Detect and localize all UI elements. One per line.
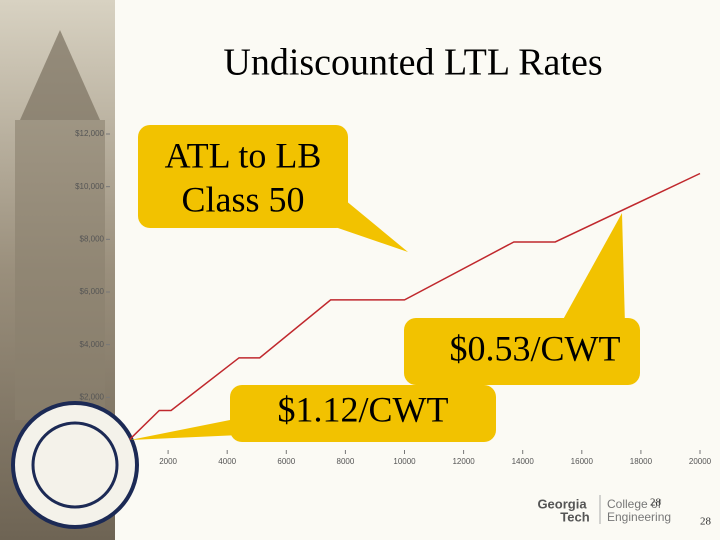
building-roof	[20, 30, 100, 120]
x-tick-label: 16000	[571, 457, 594, 466]
logo-text: Tech	[560, 509, 589, 524]
y-tick-label: $8,000	[80, 234, 105, 243]
seal-inner	[31, 421, 119, 509]
callout-box	[138, 125, 348, 228]
plot: $2,000 $4,000 $6,000 $8,000 $10,000 $12,000 20…	[75, 129, 712, 466]
callout-text: $0.53/CWT	[450, 328, 621, 368]
x-tick-label: 14000	[512, 457, 535, 466]
logo-text: Georgia	[537, 496, 587, 511]
footer-logo: Georgia Tech College of Engineering 28 2…	[537, 495, 712, 528]
callout-text: ATL to LB	[165, 135, 322, 175]
x-tick-label: 8000	[337, 457, 355, 466]
y-tick-label: $12,000	[75, 129, 104, 138]
x-tick-label: 2000	[159, 457, 177, 466]
seal	[11, 401, 139, 529]
x-tick-label: 6000	[277, 457, 295, 466]
y-tick-label: $2,000	[80, 392, 105, 401]
slide-title: Undiscounted LTL Rates	[223, 42, 602, 84]
callout-text: $1.12/CWT	[278, 389, 449, 429]
data-line	[129, 172, 701, 441]
logo-text: College of	[607, 497, 662, 511]
callouts: ATL to LB Class 50 $0.53/CWT $1.12/CWT	[130, 125, 640, 442]
x-tick-label: 12000	[452, 457, 475, 466]
y-tick-label: $4,000	[80, 340, 105, 349]
x-tick-label: 18000	[630, 457, 653, 466]
page-number: 28	[700, 516, 712, 528]
x-tick-label: 4000	[218, 457, 236, 466]
y-tick-label: $10,000	[75, 182, 104, 191]
x-tick-label: 10000	[393, 457, 416, 466]
x-tick-label: 20000	[689, 457, 712, 466]
logo-text: Engineering	[607, 510, 671, 524]
y-tick-label: $6,000	[80, 287, 105, 296]
callout-box	[230, 385, 496, 442]
page-number: 28	[650, 497, 662, 509]
building-tower	[15, 120, 105, 420]
callout-pointer	[560, 213, 625, 325]
callout-pointer	[130, 418, 240, 440]
callout-text: Class 50	[181, 179, 304, 219]
callout-box	[404, 318, 640, 385]
